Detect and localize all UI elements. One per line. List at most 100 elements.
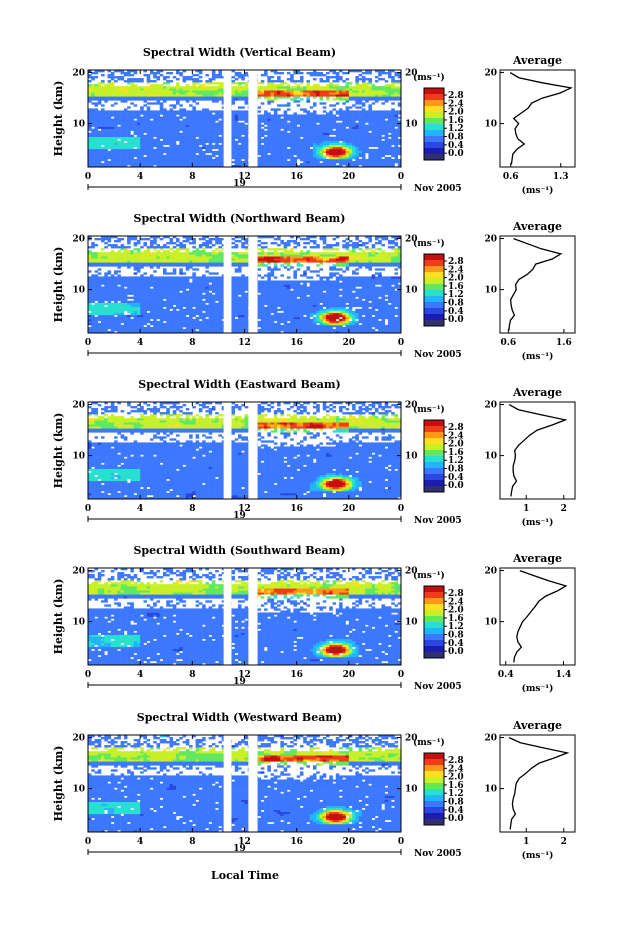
heatmap-cell bbox=[346, 143, 350, 145]
heatmap-cell bbox=[127, 114, 131, 116]
heatmap-cell bbox=[205, 129, 209, 131]
heatmap-cell bbox=[212, 74, 216, 76]
heatmap-cell bbox=[215, 129, 219, 131]
heatmap-cell bbox=[111, 143, 115, 145]
heatmap-cell bbox=[140, 96, 144, 98]
heatmap-cell bbox=[186, 84, 190, 86]
heatmap-cell bbox=[277, 315, 281, 317]
heatmap-cell bbox=[137, 161, 141, 163]
heatmap-cell bbox=[134, 163, 138, 165]
heatmap-cell bbox=[127, 143, 131, 145]
heatmap-cell bbox=[179, 110, 183, 112]
heatmap-cell bbox=[274, 90, 278, 92]
heatmap-cell bbox=[245, 327, 249, 329]
heatmap-cell bbox=[231, 147, 235, 149]
heatmap-cell bbox=[310, 114, 314, 116]
heatmap-cell bbox=[192, 145, 196, 147]
heatmap-cell bbox=[202, 127, 206, 129]
heatmap-cell bbox=[280, 149, 284, 151]
heatmap-cell bbox=[153, 149, 157, 151]
heatmap-cell bbox=[108, 141, 112, 143]
heatmap-cell bbox=[163, 127, 167, 129]
heatmap-cell bbox=[199, 151, 203, 153]
heatmap-cell bbox=[186, 159, 190, 161]
heatmap-cell bbox=[98, 84, 102, 86]
heatmap-cell bbox=[271, 139, 275, 141]
heatmap-cell bbox=[381, 151, 385, 153]
heatmap-cell bbox=[333, 315, 337, 317]
heatmap-cell bbox=[267, 116, 271, 118]
heatmap-cell bbox=[98, 153, 102, 155]
heatmap-cell bbox=[274, 307, 278, 309]
heatmap-cell bbox=[267, 94, 271, 96]
heatmap-cell bbox=[355, 323, 359, 325]
heatmap-cell bbox=[189, 139, 193, 141]
heatmap-cell bbox=[104, 145, 108, 147]
heatmap-cell bbox=[310, 153, 314, 155]
heatmap-cell bbox=[173, 139, 177, 141]
heatmap-cell bbox=[352, 325, 356, 327]
heatmap-cell bbox=[101, 74, 105, 76]
heatmap-cell bbox=[186, 143, 190, 145]
heatmap-cell bbox=[290, 86, 294, 88]
heatmap-cell bbox=[117, 311, 121, 313]
heatmap-cell bbox=[137, 135, 141, 137]
heatmap-cell bbox=[173, 163, 177, 165]
heatmap-cell bbox=[388, 129, 392, 131]
heatmap-cell bbox=[342, 110, 346, 112]
heatmap-cell bbox=[215, 90, 219, 92]
heatmap-cell bbox=[147, 110, 151, 112]
heatmap-cell bbox=[147, 127, 151, 129]
heatmap-cell bbox=[134, 96, 138, 98]
heatmap-cell bbox=[271, 147, 275, 149]
heatmap-cell bbox=[209, 129, 213, 131]
heatmap-cell bbox=[381, 92, 385, 94]
heatmap-cell bbox=[179, 121, 183, 123]
heatmap-cell bbox=[326, 76, 330, 78]
heatmap-cell bbox=[368, 90, 372, 92]
heatmap-cell bbox=[98, 143, 102, 145]
heatmap-cell bbox=[391, 112, 395, 114]
heatmap-cell bbox=[310, 163, 314, 165]
heatmap-cell bbox=[362, 149, 366, 151]
heatmap-cell bbox=[205, 123, 209, 125]
heatmap-cell bbox=[274, 133, 278, 135]
heatmap-cell bbox=[313, 104, 317, 106]
heatmap-cell bbox=[153, 72, 157, 74]
heatmap-cell bbox=[153, 98, 157, 100]
heatmap-cell bbox=[258, 133, 262, 135]
heatmap-cell bbox=[199, 90, 203, 92]
heatmap-cell bbox=[160, 309, 164, 311]
heatmap-cell bbox=[235, 155, 239, 157]
heatmap-cell bbox=[121, 116, 125, 118]
heatmap-cell bbox=[196, 92, 200, 94]
heatmap-cell bbox=[362, 110, 366, 112]
heatmap-cell bbox=[280, 123, 284, 125]
heatmap-cell bbox=[349, 155, 353, 157]
heatmap-cell bbox=[134, 114, 138, 116]
heatmap-cell bbox=[339, 114, 343, 116]
heatmap-cell bbox=[215, 151, 219, 153]
heatmap-cell bbox=[196, 305, 200, 307]
heatmap-cell bbox=[385, 96, 389, 98]
heatmap-cell bbox=[346, 315, 350, 317]
heatmap-cell bbox=[359, 145, 363, 147]
heatmap-cell bbox=[290, 137, 294, 139]
heatmap-cell bbox=[258, 141, 262, 143]
heatmap-cell bbox=[339, 125, 343, 127]
heatmap-cell bbox=[245, 319, 249, 321]
heatmap-cell bbox=[183, 323, 187, 325]
heatmap-cell bbox=[375, 110, 379, 112]
heatmap-cell bbox=[127, 325, 131, 327]
heatmap-cell bbox=[121, 129, 125, 131]
heatmap-cell bbox=[277, 135, 281, 137]
heatmap-cell bbox=[368, 155, 372, 157]
heatmap-cell bbox=[166, 163, 170, 165]
heatmap-cell bbox=[183, 90, 187, 92]
heatmap-cell bbox=[88, 94, 92, 96]
heatmap-cell bbox=[196, 74, 200, 76]
heatmap-cell bbox=[170, 315, 174, 317]
heatmap-cell bbox=[385, 309, 389, 311]
heatmap-cell bbox=[365, 90, 369, 92]
heatmap-cell bbox=[333, 72, 337, 74]
